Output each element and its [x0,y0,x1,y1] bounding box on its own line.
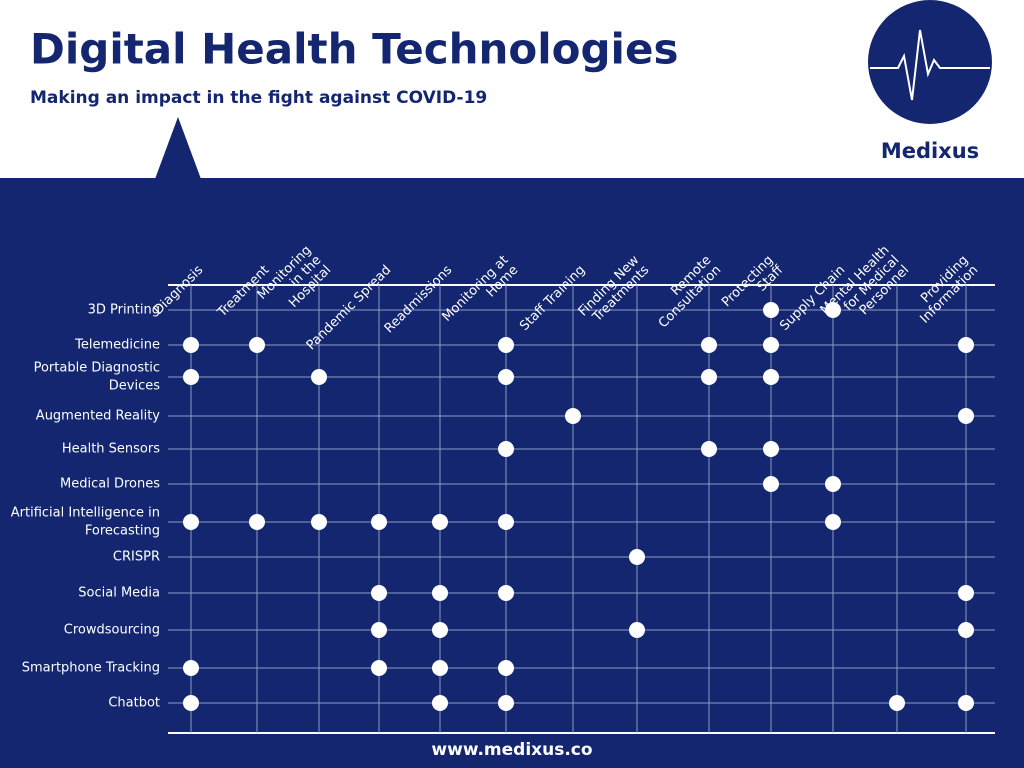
dot [498,369,514,385]
dot [371,622,387,638]
dot [763,441,779,457]
grid [168,285,995,733]
dot [432,622,448,638]
dot [763,369,779,385]
dot [183,369,199,385]
dots [183,302,974,711]
dot [498,441,514,457]
row-label-line: Medical Drones [60,477,160,492]
dot [311,369,327,385]
row-label-line: CRISPR [113,550,160,565]
row-label-line: Chatbot [108,696,160,711]
dot [629,622,645,638]
dot [371,660,387,676]
row-label-line: Portable Diagnostic [34,361,160,376]
dot [432,514,448,530]
dot [763,302,779,318]
dot [432,695,448,711]
dot [825,514,841,530]
dot [701,337,717,353]
dot [763,476,779,492]
dot [763,337,779,353]
row-label-line: Augmented Reality [36,409,160,424]
dot [565,408,581,424]
dot [825,302,841,318]
dot [958,337,974,353]
dot [825,476,841,492]
dot [958,622,974,638]
pointer [155,117,201,179]
row-label-line: Smartphone Tracking [22,661,160,676]
row-label-line: Crowdsourcing [64,623,160,638]
title: Digital Health Technologies [30,25,678,74]
dot [183,695,199,711]
dot [498,337,514,353]
dot [183,337,199,353]
dot [371,514,387,530]
dot [183,660,199,676]
row-label-line: Forecasting [85,524,160,539]
dot [183,514,199,530]
row-label-line: Social Media [78,586,160,601]
row-label-line: Telemedicine [74,338,160,353]
row-label-line: Health Sensors [62,442,160,457]
dot [701,441,717,457]
footer-url: www.medixus.co [431,740,592,760]
logo-pulse [870,29,990,101]
dot [432,585,448,601]
dot [958,408,974,424]
row-label-line: Artificial Intelligence in [11,506,160,521]
dot [371,585,387,601]
dot [889,695,905,711]
dot [958,585,974,601]
row-label-line: Devices [109,379,160,394]
subtitle: Making an impact in the fight against CO… [30,88,487,108]
dot [249,337,265,353]
dot [432,660,448,676]
dot [498,585,514,601]
dot [498,514,514,530]
logo-circle [868,0,992,124]
dot [701,369,717,385]
dot [311,514,327,530]
dot [498,660,514,676]
dot [958,695,974,711]
dot [249,514,265,530]
logo-name: Medixus [881,139,979,163]
dot [498,695,514,711]
dot [629,549,645,565]
row-label-line: 3D Printing [88,303,160,318]
